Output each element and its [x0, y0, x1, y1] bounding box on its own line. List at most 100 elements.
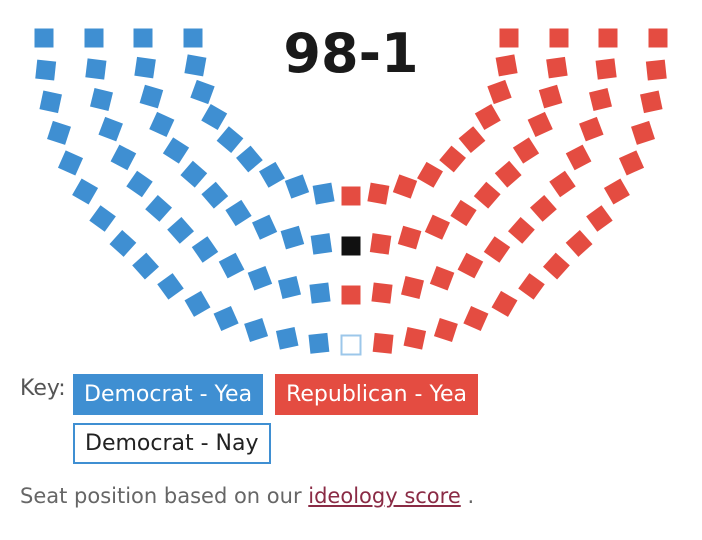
seat-democrat-yea — [310, 233, 333, 255]
seat-republican-yea — [640, 90, 663, 114]
footnote-prefix: Seat position based on our — [20, 484, 302, 508]
seat-not-voting — [341, 236, 361, 256]
seat-republican-yea — [474, 104, 501, 130]
seat-democrat-yea — [183, 28, 203, 48]
seat-republican-yea — [494, 160, 522, 188]
seat-republican-yea — [542, 252, 570, 280]
seat-democrat-yea — [57, 150, 84, 176]
key-row-2: Democrat - Nay — [73, 423, 271, 464]
seat-republican-yea — [372, 332, 394, 354]
seat-democrat-yea — [280, 225, 305, 250]
ideology-score-link[interactable]: ideology score — [308, 484, 461, 508]
seat-democrat-yea — [244, 318, 269, 342]
seat-republican-yea — [586, 205, 613, 232]
seat-democrat-yea — [47, 120, 71, 145]
seat-democrat-yea — [132, 252, 160, 280]
seat-republican-yea — [371, 282, 393, 304]
seat-democrat-yea — [180, 160, 208, 188]
seat-republican-yea — [397, 225, 422, 250]
seat-democrat-yea — [184, 290, 211, 317]
seat-democrat-yea — [34, 28, 54, 48]
key-republican-yea: Republican - Yea — [275, 374, 478, 415]
seat-democrat-yea — [167, 216, 195, 244]
seat-democrat-yea — [139, 84, 164, 109]
seat-republican-yea — [341, 186, 361, 206]
seat-republican-yea — [401, 276, 424, 299]
seat-democrat-yea — [309, 282, 331, 304]
seat-democrat-yea — [218, 252, 245, 279]
seat-democrat-yea — [109, 229, 137, 257]
seat-republican-yea — [546, 56, 568, 79]
vote-tally: 98-1 — [283, 22, 419, 85]
seat-republican-yea — [473, 181, 501, 209]
seat-republican-yea — [487, 79, 512, 105]
seat-republican-yea — [424, 214, 450, 240]
seat-democrat-nay — [340, 334, 362, 356]
seat-democrat-yea — [308, 332, 330, 354]
seat-republican-yea — [579, 116, 604, 142]
seat-democrat-yea — [149, 111, 175, 137]
seat-republican-yea — [458, 126, 486, 153]
seat-democrat-yea — [312, 182, 335, 205]
footnote: Seat position based on our ideology scor… — [20, 484, 474, 508]
seat-democrat-yea — [110, 144, 137, 171]
seat-democrat-yea — [39, 90, 62, 114]
seat-democrat-yea — [201, 181, 229, 209]
seat-democrat-yea — [89, 205, 116, 232]
seat-republican-yea — [463, 305, 489, 332]
seat-republican-yea — [491, 290, 518, 317]
seat-democrat-yea — [201, 104, 228, 130]
seat-republican-yea — [495, 54, 518, 77]
seat-republican-yea — [549, 28, 569, 48]
seat-republican-yea — [369, 233, 392, 255]
seat-democrat-yea — [284, 174, 310, 199]
seat-republican-yea — [450, 199, 477, 227]
seat-democrat-yea — [162, 137, 190, 164]
key-democrat-yea: Democrat - Yea — [73, 374, 264, 415]
seat-republican-yea — [483, 236, 511, 263]
seat-democrat-yea — [252, 214, 278, 240]
seat-democrat-yea — [90, 88, 113, 111]
seat-democrat-yea — [98, 116, 123, 142]
seat-republican-yea — [457, 252, 484, 279]
seat-democrat-yea — [275, 327, 299, 350]
seat-republican-yea — [631, 120, 655, 145]
senate-seat-chart — [34, 28, 668, 356]
seat-democrat-yea — [213, 305, 239, 332]
seat-republican-yea — [403, 327, 427, 350]
seat-republican-yea — [603, 178, 630, 205]
footnote-suffix: . — [467, 484, 475, 508]
seat-republican-yea — [645, 59, 667, 81]
seat-republican-yea — [527, 111, 553, 137]
seat-republican-yea — [433, 318, 458, 342]
seat-republican-yea — [538, 84, 563, 109]
seat-democrat-yea — [145, 194, 173, 222]
seat-republican-yea — [507, 216, 535, 244]
seat-democrat-yea — [190, 79, 215, 105]
seat-republican-yea — [417, 161, 443, 188]
seat-republican-yea — [589, 88, 612, 111]
seat-republican-yea — [549, 170, 576, 198]
seat-democrat-yea — [247, 266, 273, 291]
seat-democrat-yea — [84, 28, 104, 48]
seat-republican-yea — [618, 150, 645, 176]
seat-republican-yea — [367, 182, 390, 205]
seat-democrat-yea — [157, 273, 184, 300]
seat-democrat-yea — [72, 178, 99, 205]
seat-republican-yea — [392, 174, 418, 199]
key-row-1: Democrat - Yea Republican - Yea — [73, 374, 478, 415]
seat-republican-yea — [598, 28, 618, 48]
seat-republican-yea — [595, 58, 617, 80]
seat-democrat-yea — [191, 236, 219, 263]
key-democrat-nay: Democrat - Nay — [73, 423, 271, 464]
seat-republican-yea — [565, 144, 592, 171]
seat-republican-yea — [341, 285, 361, 305]
seat-republican-yea — [512, 137, 540, 164]
seat-republican-yea — [429, 266, 455, 291]
seat-democrat-yea — [225, 199, 252, 227]
seat-republican-yea — [499, 28, 519, 48]
seat-republican-yea — [518, 273, 545, 300]
seat-democrat-yea — [126, 170, 153, 198]
seat-republican-yea — [439, 145, 466, 173]
seat-democrat-yea — [236, 145, 263, 173]
